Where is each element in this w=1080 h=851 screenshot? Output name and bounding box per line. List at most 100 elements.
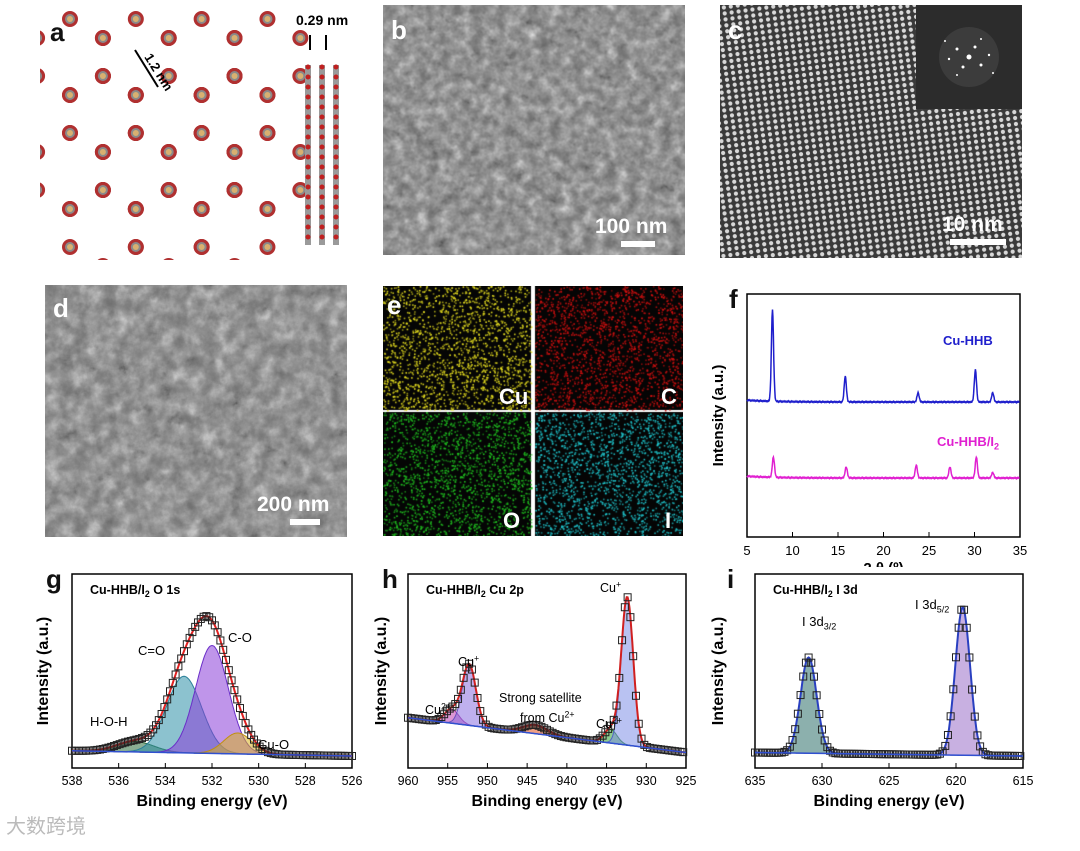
layer-atom [306,115,311,120]
layer-atom [334,65,339,70]
layer-atom [306,75,311,80]
cu-atom [166,187,172,193]
cu-atom [67,92,73,98]
layer-atom [306,95,311,100]
scale-text-d: 200 nm [257,493,329,517]
cu-atom [166,149,172,155]
panel-e-edx-maps: e Cu C O I [383,286,683,536]
x-axis-label: Binding energy (eV) [136,793,287,810]
layer-atom [306,105,311,110]
layer-atom [334,175,339,180]
label-cu-plus-left: Cu+ [458,654,479,669]
x-tick-label: 630 [812,774,833,788]
x-axis-label: Binding energy (eV) [471,793,622,810]
layer-atom [334,235,339,240]
scale-bar-c [950,239,1006,245]
layer-atom [306,65,311,70]
cu-atom [166,35,172,41]
panel-b-sem-image: b 100 nm [383,5,685,255]
cu-atom [199,92,205,98]
layer-atom [320,155,325,160]
layer-atom [334,205,339,210]
linker-node [40,32,44,45]
x-tick-label: 615 [1013,774,1034,788]
edx-label-i: I [665,508,671,534]
panel-label-g: g [46,564,62,595]
x-tick-label: 5 [743,543,750,558]
panel-label-i: i [727,564,734,595]
layer-spacing-label: 0.29 nm [296,12,348,28]
structure-model: 1.2 nm0.29 nm [40,5,360,260]
cu-atom [232,35,238,41]
layer-atom [306,85,311,90]
panel-f-xrd: 51015202530352 θ (º)Intensity (a.u.)Cu-H… [705,282,1075,567]
x-axis-label: Binding energy (eV) [813,793,964,810]
layer-atom [334,105,339,110]
cu-atom [264,92,270,98]
x-tick-label: 930 [636,774,657,788]
x-tick-label: 955 [437,774,458,788]
scale-bar-b [621,241,655,247]
layer-atom [334,185,339,190]
scale-bar-d [290,519,320,525]
layer-atom [334,135,339,140]
layer-atom [320,195,325,200]
label-c-o-single: C-O [228,630,252,645]
edx-map-canvas [383,286,683,536]
x-tick-label: 530 [248,774,269,788]
label-cu-o: Cu-O [258,737,289,752]
linker-node [162,260,175,261]
label-c-o-double: C=O [138,643,165,658]
cu-atom [199,130,205,136]
panel-c-tem-image: c 10 nm [720,5,1022,258]
cu-atom [133,16,139,22]
linker-node [40,70,44,83]
cu-atom [297,149,303,155]
panel-label-a: a [50,17,64,48]
cu-atom [297,73,303,79]
envelope-fit [755,608,1022,756]
cu-atom [133,244,139,250]
plot-frame [408,574,686,768]
layer-atom [306,145,311,150]
layer-atom [334,115,339,120]
edx-label-c: C [661,384,677,410]
layer-atom [320,95,325,100]
legend-cu-hhb-i2: Cu-HHB/I2 [937,434,999,451]
x-tick-label: 526 [342,774,363,788]
layer-atom [320,105,325,110]
cu-atom [100,73,106,79]
layer-atom [320,115,325,120]
xrd-chart: 51015202530352 θ (º)Intensity (a.u.)Cu-H… [705,282,1075,567]
cu-atom [100,187,106,193]
linker-node [96,260,109,261]
layer-atom [320,165,325,170]
layer-atom [334,155,339,160]
cu-atom [232,73,238,79]
layer-atom [334,225,339,230]
cu-atom [67,244,73,250]
xps-title: Cu-HHB/I2 I 3d [773,583,858,599]
x-tick-label: 950 [477,774,498,788]
honeycomb-framework [40,13,307,261]
panel-label-d: d [53,293,69,324]
layer-atom [306,235,311,240]
panel-label-f: f [729,284,738,315]
y-axis-label: Intensity (a.u.) [710,365,727,467]
layer-atom [320,65,325,70]
linker-node [40,184,44,197]
scale-text-b: 100 nm [595,215,667,239]
layer-atom [320,235,325,240]
cu-atom [264,244,270,250]
x-tick-label: 532 [202,774,223,788]
cu-atom [67,130,73,136]
layer-atom [306,135,311,140]
scale-text-c: 10 nm [942,213,1003,237]
y-axis-label: Intensity (a.u.) [35,617,52,725]
